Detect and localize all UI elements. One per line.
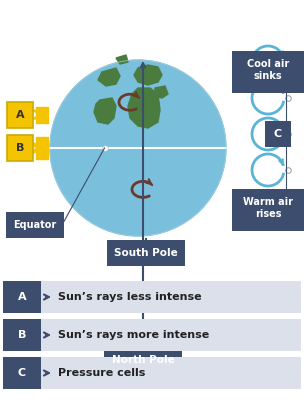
FancyBboxPatch shape — [107, 240, 185, 266]
FancyBboxPatch shape — [7, 101, 33, 128]
Text: Sun’s rays more intense: Sun’s rays more intense — [58, 330, 209, 340]
FancyBboxPatch shape — [3, 357, 301, 389]
Text: Warm air
rises: Warm air rises — [243, 197, 293, 219]
Polygon shape — [94, 98, 116, 124]
Text: B: B — [16, 143, 24, 153]
Text: Equator: Equator — [13, 220, 57, 230]
Text: Cool air
sinks: Cool air sinks — [247, 59, 289, 81]
FancyBboxPatch shape — [6, 212, 64, 238]
Polygon shape — [128, 88, 160, 128]
Text: A: A — [18, 292, 26, 302]
Polygon shape — [116, 55, 128, 64]
Text: South Pole: South Pole — [114, 248, 178, 258]
Text: A: A — [16, 109, 24, 119]
FancyBboxPatch shape — [3, 319, 41, 351]
Polygon shape — [134, 65, 162, 85]
Text: Pressure cells: Pressure cells — [58, 368, 145, 378]
Polygon shape — [155, 86, 168, 98]
FancyBboxPatch shape — [3, 281, 301, 313]
FancyBboxPatch shape — [232, 51, 304, 93]
Text: B: B — [18, 330, 26, 340]
FancyBboxPatch shape — [3, 319, 301, 351]
FancyBboxPatch shape — [3, 357, 41, 389]
Text: North Pole: North Pole — [112, 355, 174, 365]
Text: C: C — [18, 368, 26, 378]
Polygon shape — [98, 68, 120, 86]
FancyBboxPatch shape — [7, 135, 33, 161]
Circle shape — [50, 60, 226, 236]
FancyBboxPatch shape — [104, 347, 182, 373]
FancyBboxPatch shape — [3, 281, 41, 313]
Text: Sun’s rays less intense: Sun’s rays less intense — [58, 292, 202, 302]
FancyBboxPatch shape — [265, 121, 291, 147]
Text: C: C — [274, 129, 282, 139]
FancyBboxPatch shape — [232, 189, 304, 231]
